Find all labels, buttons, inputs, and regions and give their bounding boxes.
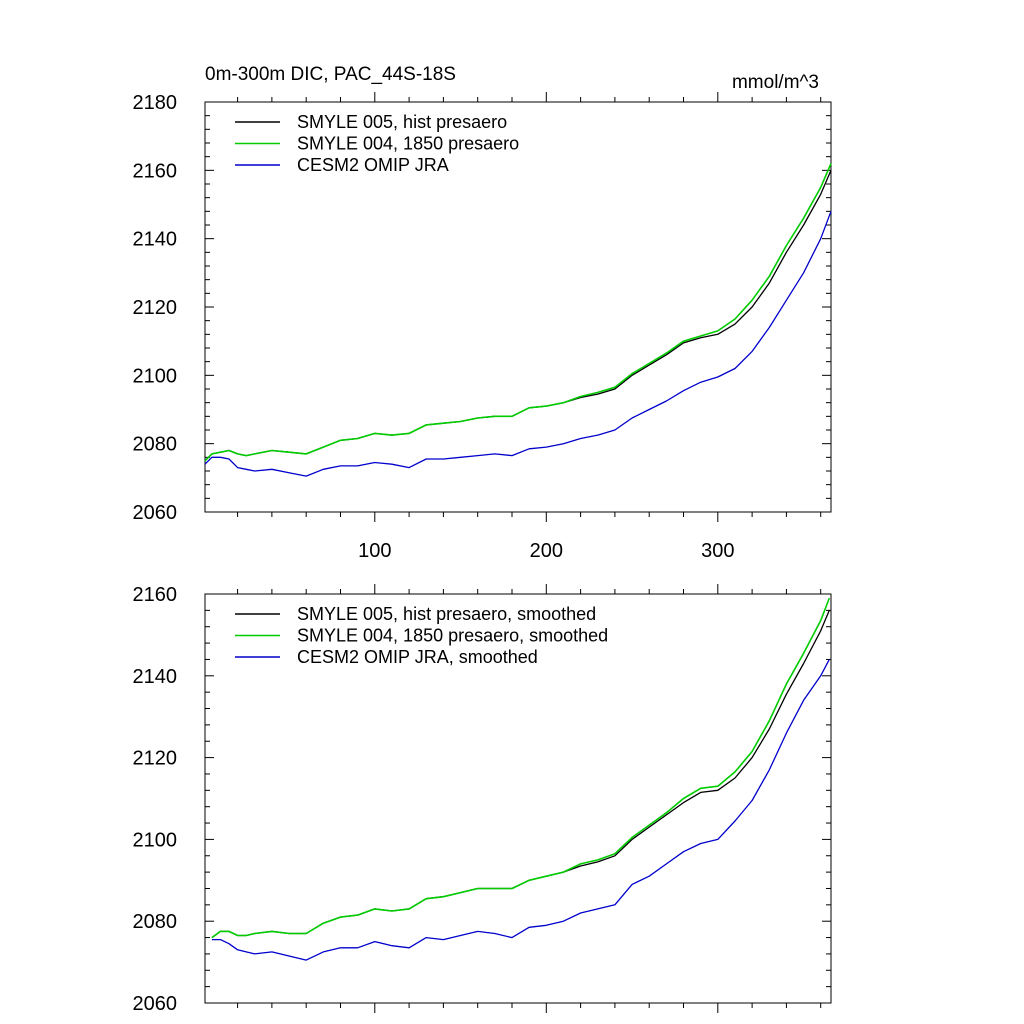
- y-tick-label: 2100: [133, 829, 178, 851]
- legend-label: SMYLE 005, hist presaero, smoothed: [297, 604, 596, 624]
- y-tick-label: 2120: [133, 748, 178, 770]
- y-tick-label: 2100: [133, 365, 178, 387]
- plot-frame: [204, 593, 832, 1004]
- chart-title: 0m-300m DIC, PAC_44S-18S: [205, 64, 456, 85]
- y-tick-label: 2180: [133, 92, 178, 114]
- legend-label: SMYLE 004, 1850 presaero, smoothed: [297, 626, 608, 646]
- legend-label: CESM2 OMIP JRA, smoothed: [297, 647, 538, 667]
- series-line-3: [204, 211, 832, 477]
- legend-label: SMYLE 004, 1850 presaero: [297, 134, 519, 154]
- x-tick-label: 300: [701, 540, 734, 562]
- y-tick-label: 2160: [133, 584, 178, 606]
- legend-label: CESM2 OMIP JRA: [297, 155, 449, 175]
- y-tick-label: 2080: [133, 911, 178, 933]
- y-tick-label: 2080: [133, 434, 178, 456]
- top-panel: 2060 2080 2100 2120 2140 2160 2180 100 200 300 0m-…: [133, 64, 832, 562]
- series-line-3: [211, 659, 830, 961]
- series-line-2: [211, 597, 831, 939]
- units-label: mmol/m^3: [732, 72, 819, 93]
- series-line-2: [204, 163, 832, 462]
- y-tick-label: 2060: [133, 502, 178, 524]
- y-tick-label: 2120: [133, 297, 178, 319]
- y-tick-label: 2140: [133, 229, 178, 251]
- y-tick-label: 2160: [133, 160, 178, 182]
- x-tick-label: 200: [530, 540, 563, 562]
- bottom-panel: 2060 2080 2100 2120 2140 2160 SMYLE 005, hist …: [133, 584, 832, 1015]
- y-tick-label: 2140: [133, 666, 178, 688]
- y-tick-label: 2060: [133, 993, 178, 1015]
- legend-label: SMYLE 005, hist presaero: [297, 112, 507, 132]
- x-tick-label: 100: [358, 540, 391, 562]
